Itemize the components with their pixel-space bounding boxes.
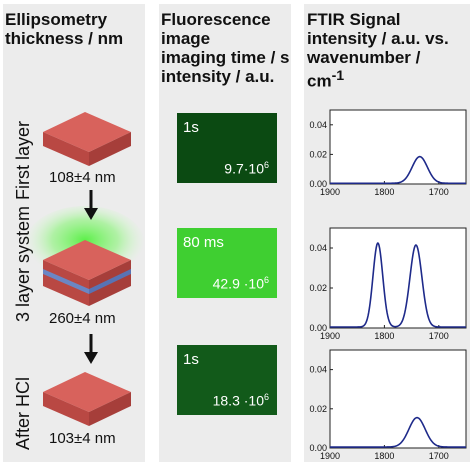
- ftir-header: FTIR Signal intensity / a.u. vs. wavenum…: [307, 10, 449, 91]
- x-tick-label: 1700: [429, 451, 449, 461]
- thickness-first-layer: 108±4 nm: [49, 169, 116, 186]
- imaging-time: 1s: [183, 351, 199, 368]
- y-tick-label: 0.00: [309, 443, 327, 453]
- y-tick-label: 0.02: [309, 283, 327, 293]
- fluorescence-image-after-hcl: 1s 18.3 ·106: [177, 345, 277, 415]
- thickness-after-hcl: 103±4 nm: [49, 430, 116, 447]
- x-tick-label: 1700: [429, 331, 449, 341]
- y-tick-label: 0.04: [309, 120, 327, 130]
- y-tick-label: 0.02: [309, 404, 327, 414]
- x-tick-label: 1800: [374, 451, 394, 461]
- intensity-value: 9.7·106: [224, 160, 269, 177]
- ftir-spectrum-line: [330, 155, 466, 185]
- intensity-value: 18.3 ·106: [212, 392, 269, 409]
- y-tick-label: 0.00: [309, 179, 327, 189]
- three-layer-slab: [43, 240, 131, 306]
- ftir-charts: 0.00 0.02 0.04 1900 1800 1700 0.00 0.02 0.04 1900…: [309, 109, 467, 461]
- after-hcl-slab: [43, 372, 131, 426]
- ftir-plot-frame: [329, 349, 467, 449]
- y-tick-label: 0.04: [309, 365, 327, 375]
- x-tick-label: 1800: [374, 331, 394, 341]
- down-arrow-icon: [84, 334, 98, 364]
- first-layer-slab: [43, 112, 131, 166]
- y-tick-label: 0.04: [309, 243, 327, 253]
- x-tick-label: 1800: [374, 187, 394, 197]
- fluorescence-panel: Fluorescence image imaging time / s inte…: [159, 4, 291, 462]
- ellipsometry-panel: Ellipsometry thickness / nm First layer …: [3, 4, 145, 462]
- x-tick-label: 1700: [429, 187, 449, 197]
- row-label-first-layer: First layer: [13, 120, 33, 200]
- ftir-plot-frame: [329, 227, 467, 329]
- imaging-time: 80 ms: [183, 234, 224, 251]
- y-tick-label: 0.02: [309, 149, 327, 159]
- x-tick-label: 1900: [320, 331, 340, 341]
- y-tick-label: 0.00: [309, 323, 327, 333]
- thickness-3-layer: 260±4 nm: [49, 310, 116, 327]
- row-label-after-hcl: After HCl: [13, 376, 33, 450]
- fluorescence-header: Fluorescence image imaging time / s inte…: [161, 10, 290, 86]
- ftir-panel: FTIR Signal intensity / a.u. vs. wavenum…: [304, 4, 470, 462]
- fluorescence-image-3-layer: 80 ms 42.9 ·106: [177, 228, 277, 298]
- ftir-plot-frame: [329, 109, 467, 185]
- ftir-spectrum-line: [330, 416, 466, 448]
- ftir-spectrum-line: [330, 242, 466, 328]
- imaging-time: 1s: [183, 119, 199, 136]
- fluorescence-image-first-layer: 1s 9.7·106: [177, 113, 277, 183]
- x-tick-label: 1900: [320, 187, 340, 197]
- intensity-value: 42.9 ·106: [212, 275, 269, 292]
- down-arrow-icon: [84, 190, 98, 220]
- x-tick-label: 1900: [320, 451, 340, 461]
- ellipsometry-header: Ellipsometry thickness / nm: [5, 10, 124, 48]
